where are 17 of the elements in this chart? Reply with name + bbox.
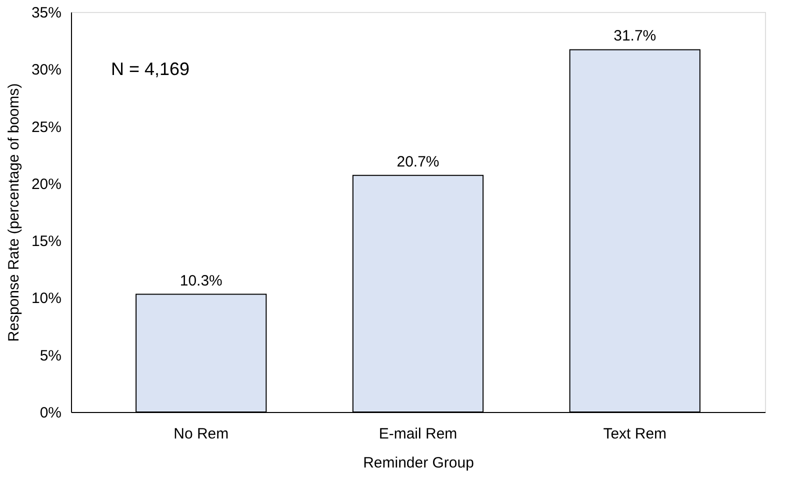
y-tick-label: 35% <box>31 4 62 22</box>
y-tick-label: 15% <box>31 233 62 250</box>
annotation: N = 4,169 <box>111 59 190 79</box>
data-label: 10.3% <box>180 272 222 290</box>
data-label: 20.7% <box>396 153 440 170</box>
y-tick-label: 10% <box>31 290 62 308</box>
data-label: 31.7% <box>614 28 656 45</box>
y-tick-label: 0% <box>40 404 62 422</box>
y-axis-title: Response Rate (percentage of booms) <box>5 83 22 342</box>
y-tick-label: 30% <box>31 62 62 79</box>
y-tick-label: 5% <box>40 347 62 364</box>
y-tick-label: 20% <box>31 176 62 193</box>
x-axis-title: Reminder Group <box>363 454 474 472</box>
x-tick-label: E-mail Rem <box>378 426 458 442</box>
x-tick-label: No Rem <box>174 426 229 442</box>
y-tick-label: 25% <box>31 118 62 136</box>
x-tick-label: Text Rem <box>603 426 667 442</box>
